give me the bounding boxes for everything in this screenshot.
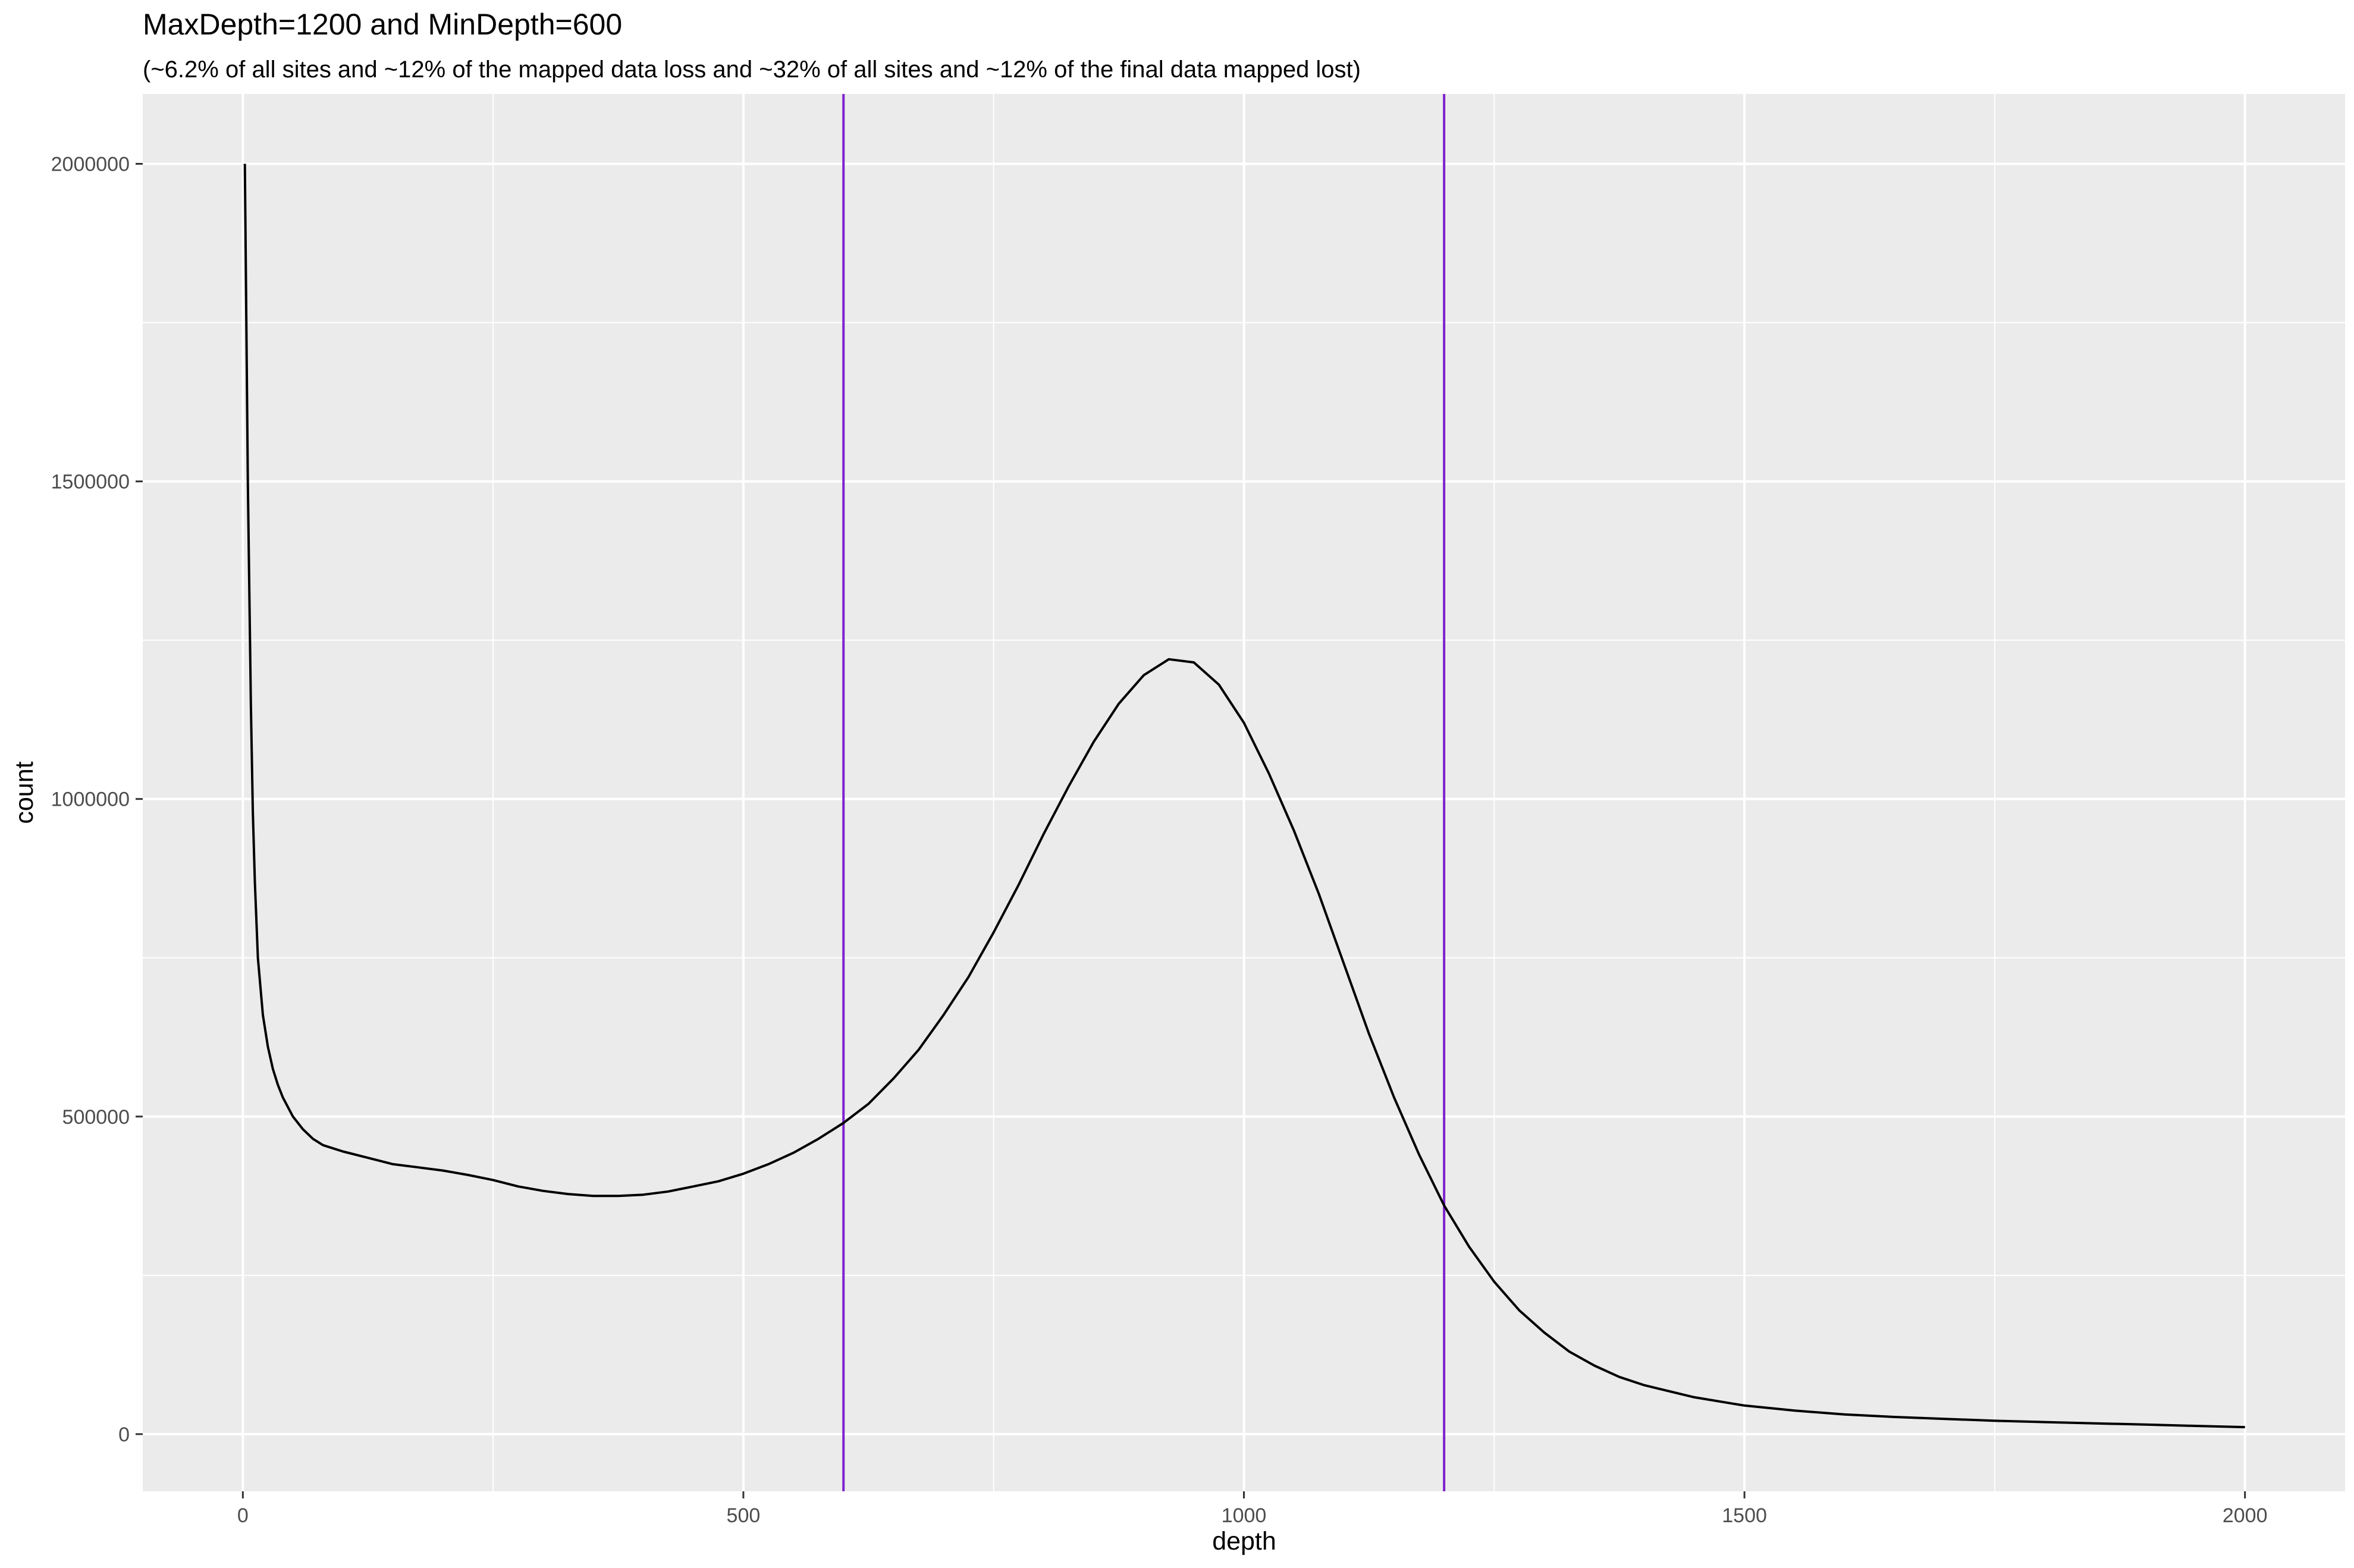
y-tick-label: 2000000 — [51, 153, 130, 176]
x-tick-label: 500 — [727, 1504, 761, 1527]
x-axis-ticks: 0 500 1000 1500 2000 — [237, 1491, 2268, 1527]
series-line — [243, 164, 2245, 1429]
chart-subtitle: (~6.2% of all sites and ~12% of the mapp… — [143, 56, 1361, 83]
y-tick-label: 0 — [118, 1424, 130, 1446]
y-tick-label: 1000000 — [51, 788, 130, 811]
major-gridlines — [143, 94, 2345, 1491]
x-tick-label: 1000 — [1222, 1504, 1267, 1527]
x-tick-label: 0 — [237, 1504, 249, 1527]
chart-title: MaxDepth=1200 and MinDepth=600 — [143, 8, 622, 41]
threshold-lines — [842, 94, 1446, 1491]
y-axis-title: count — [10, 761, 39, 824]
y-tick-label: 500000 — [62, 1106, 130, 1129]
y-tick-label: 1500000 — [51, 471, 130, 494]
x-tick-label: 1500 — [1722, 1504, 1767, 1527]
x-tick-label: 2000 — [2223, 1504, 2268, 1527]
y-axis-ticks: 0 500000 1000000 1500000 2000000 — [51, 153, 143, 1446]
x-axis-title: depth — [1212, 1527, 1276, 1556]
